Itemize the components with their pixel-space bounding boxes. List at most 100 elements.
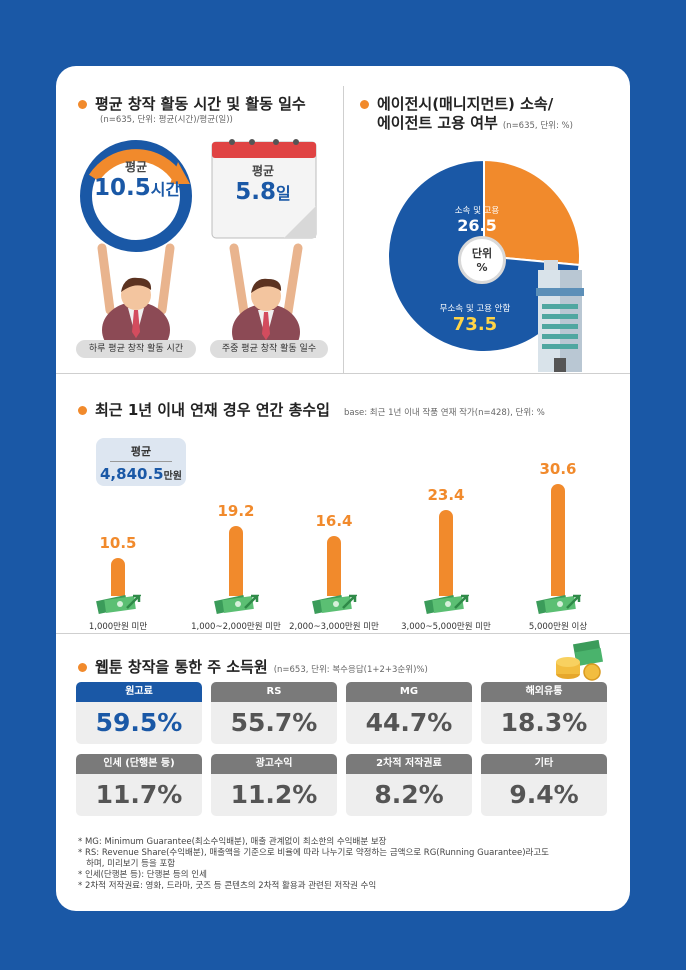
income-bar	[551, 484, 565, 596]
money-bills-icon	[214, 594, 259, 614]
income-source-tile: 인세 (단행본 등) 11.7%	[76, 754, 202, 816]
section2-note: (n=635, 단위: %)	[502, 121, 573, 131]
money-bills-icon	[96, 594, 141, 614]
section-divider-2	[56, 633, 630, 634]
cycle-arrow-illustration	[80, 140, 192, 347]
income-bar-chart: 10.5 1,000만원 미만 19.2 1,000~2,000만원 미만 16.4 2,…	[56, 426, 630, 632]
footnote-line: * 인세(단행본 등): 단행본 등의 인세	[78, 870, 207, 880]
avg-income-unit: 만원	[163, 471, 182, 482]
pie-center-percent: %	[476, 261, 488, 274]
pie-slice-label-affiliated: 소속 및 고용	[454, 206, 500, 216]
avg-days-value: 5.8	[235, 179, 276, 205]
section2-subheader: 에이전트 고용 여부 (n=635, 단위: %)	[377, 112, 573, 133]
avg-time-label: 평균	[124, 160, 148, 174]
section4-note: (n=653, 단위: 복수응답(1+2+3순위)%)	[273, 665, 428, 675]
section3-note: base: 최근 1년 이내 작품 연재 작가(n=428), 단위: %	[343, 408, 545, 418]
avg-time-unit: 시간	[150, 180, 181, 199]
income-source-tile: 원고료 59.5%	[76, 682, 202, 744]
pie-slice-value-affiliated: 26.5	[457, 216, 497, 235]
income-source-label: 2차적 저작권료	[346, 754, 472, 774]
income-bar	[111, 557, 125, 596]
income-source-tile: 광고수익 11.2%	[211, 754, 337, 816]
income-source-label: MG	[346, 682, 472, 702]
avg-income-label: 평균	[110, 443, 172, 462]
income-bar-value: 16.4	[315, 511, 353, 530]
avg-days-caption: 주중 평균 창작 활동 일수	[210, 340, 328, 358]
section1-header: 평균 창작 활동 시간 및 활동 일수	[78, 93, 306, 114]
section4-title: 웹툰 창작을 통한 주 소득원	[95, 658, 268, 676]
calendar-illustration	[211, 139, 317, 341]
section2-title-line2: 에이전트 고용 여부	[377, 114, 498, 132]
income-bar	[439, 510, 453, 596]
income-source-value: 59.5%	[76, 702, 202, 744]
income-source-tile: 해외유통 18.3%	[481, 682, 607, 744]
avg-days-badge: 평균 5.8일	[218, 162, 308, 205]
income-category-label: 1,000~2,000만원 미만	[191, 622, 281, 632]
income-source-label: 인세 (단행본 등)	[76, 754, 202, 774]
building-icon	[536, 260, 584, 372]
income-source-label: RS	[211, 682, 337, 702]
income-source-value: 11.7%	[76, 774, 202, 816]
money-bills-icon	[424, 594, 469, 614]
pie-slice-affiliated	[483, 158, 581, 267]
income-category-label: 1,000만원 미만	[88, 622, 148, 632]
vertical-divider	[343, 86, 344, 373]
income-source-label: 해외유통	[481, 682, 607, 702]
pie-center-unit: 단위 %	[458, 236, 506, 284]
section1-note: (n=635, 단위: 평균(시간)/평균(일))	[100, 115, 233, 125]
income-source-value: 9.4%	[481, 774, 607, 816]
income-source-value: 11.2%	[211, 774, 337, 816]
income-bar-value: 23.4	[427, 486, 465, 505]
bullet-dot-icon	[360, 100, 369, 109]
section3-title: 최근 1년 이내 연재 경우 연간 총수입	[95, 401, 330, 419]
income-bar-value: 19.2	[217, 501, 255, 520]
footnote-line: * 2차적 저작권료: 영화, 드라마, 굿즈 등 콘텐츠의 2차적 활용과 관…	[78, 881, 377, 891]
income-source-tile: 기타 9.4%	[481, 754, 607, 816]
income-source-label: 기타	[481, 754, 607, 774]
bullet-dot-icon	[78, 100, 87, 109]
income-category-label: 5,000만원 이상	[528, 622, 588, 632]
income-category-label: 3,000~5,000만원 미만	[401, 622, 491, 632]
money-bills-icon	[536, 594, 581, 614]
income-source-tile: MG 44.7%	[346, 682, 472, 744]
section2-header: 에이전시(매니지먼트) 소속/	[360, 93, 553, 114]
income-source-label: 광고수익	[211, 754, 337, 774]
avg-time-value: 10.5	[94, 175, 151, 201]
section3-header: 최근 1년 이내 연재 경우 연간 총수입 base: 최근 1년 이내 작품 …	[78, 399, 545, 420]
income-source-value: 55.7%	[211, 702, 337, 744]
avg-days-label: 평균	[251, 164, 275, 178]
income-bar-value: 10.5	[99, 533, 137, 552]
footnote-line: 하며, 미리보기 등을 포함	[78, 859, 176, 869]
money-stack-icon	[556, 640, 604, 681]
bullet-dot-icon	[78, 663, 87, 672]
pie-slice-value-independent: 73.5	[452, 314, 498, 335]
avg-days-unit: 일	[276, 184, 291, 203]
avg-time-caption: 하루 평균 창작 활동 시간	[76, 340, 196, 358]
footnote-line: * MG: Minimum Guarantee(최소수익배분), 매출 관계없이…	[78, 837, 387, 847]
bullet-dot-icon	[78, 406, 87, 415]
section1-title: 평균 창작 활동 시간 및 활동 일수	[95, 95, 306, 113]
income-bar	[327, 535, 341, 596]
section2-title-line1: 에이전시(매니지먼트) 소속/	[377, 95, 554, 113]
avg-time-badge: 평균 10.5시간	[94, 158, 181, 201]
income-source-value: 44.7%	[346, 702, 472, 744]
pie-slice-label-independent: 무소속 및 고용 안함	[439, 304, 511, 314]
pie-center-label: 단위	[471, 247, 493, 260]
section4-header: 웹툰 창작을 통한 주 소득원 (n=653, 단위: 복수응답(1+2+3순위…	[78, 656, 428, 677]
avg-days-value-wrap: 5.8일	[218, 179, 308, 205]
income-bar	[229, 525, 243, 596]
avg-income-value-wrap: 4,840.5만원	[96, 464, 186, 483]
infographic-card: 평균 창작 활동 시간 및 활동 일수 (n=635, 단위: 평균(시간)/평…	[56, 66, 630, 911]
footnote-line: * RS: Revenue Share(수익배분), 매출액을 기준으로 비율에…	[78, 848, 549, 858]
income-source-label: 원고료	[76, 682, 202, 702]
avg-time-value-wrap: 10.5시간	[94, 175, 181, 201]
income-source-tile: 2차적 저작권료 8.2%	[346, 754, 472, 816]
income-source-value: 18.3%	[481, 702, 607, 744]
income-source-value: 8.2%	[346, 774, 472, 816]
money-bills-icon	[312, 594, 357, 614]
avg-income-box: 평균 4,840.5만원	[96, 438, 186, 486]
income-category-label: 2,000~3,000만원 미만	[289, 622, 379, 632]
avg-income-value: 4,840.5	[100, 465, 164, 483]
section-divider-1	[56, 373, 630, 374]
income-source-tile: RS 55.7%	[211, 682, 337, 744]
